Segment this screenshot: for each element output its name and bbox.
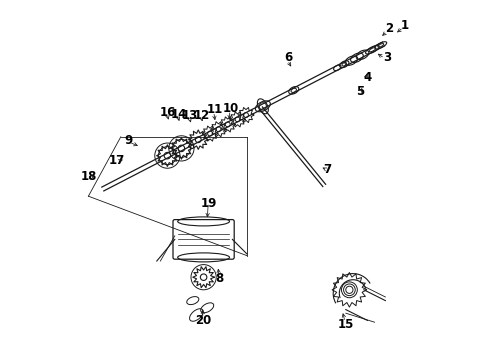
Text: 18: 18 — [80, 170, 97, 183]
Text: 3: 3 — [383, 51, 391, 64]
Text: 5: 5 — [356, 85, 365, 98]
Text: 2: 2 — [385, 22, 393, 35]
Text: 19: 19 — [201, 197, 217, 210]
Text: 13: 13 — [182, 109, 198, 122]
Text: 4: 4 — [363, 71, 371, 84]
Text: 17: 17 — [109, 154, 125, 167]
Text: 11: 11 — [206, 103, 222, 116]
Text: 7: 7 — [324, 163, 332, 176]
FancyBboxPatch shape — [173, 220, 234, 259]
Text: 12: 12 — [194, 109, 210, 122]
Text: 6: 6 — [284, 51, 293, 64]
Text: 8: 8 — [216, 273, 224, 285]
Text: 10: 10 — [222, 102, 239, 114]
Text: 1: 1 — [401, 19, 409, 32]
Text: 16: 16 — [159, 106, 176, 119]
Text: 14: 14 — [170, 108, 187, 121]
Text: 15: 15 — [338, 318, 354, 330]
Text: 20: 20 — [196, 314, 212, 327]
Text: 9: 9 — [124, 134, 132, 147]
